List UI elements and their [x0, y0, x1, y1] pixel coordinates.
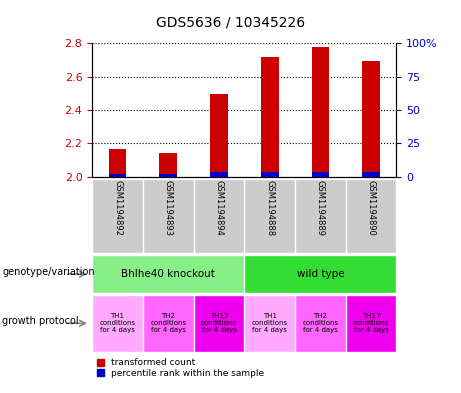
Text: wild type: wild type: [296, 269, 344, 279]
Text: genotype/variation: genotype/variation: [2, 267, 95, 277]
Text: GSM1194890: GSM1194890: [366, 180, 376, 236]
Text: TH17
conditions
for 4 days: TH17 conditions for 4 days: [353, 313, 389, 333]
Text: GSM1194893: GSM1194893: [164, 180, 173, 236]
Text: TH1
conditions
for 4 days: TH1 conditions for 4 days: [100, 313, 136, 333]
Bar: [261, 171, 278, 177]
Text: GSM1194889: GSM1194889: [316, 180, 325, 236]
Bar: [160, 174, 177, 177]
Text: GSM1194888: GSM1194888: [265, 180, 274, 237]
Bar: [312, 48, 329, 177]
Text: GSM1194892: GSM1194892: [113, 180, 122, 236]
Bar: [210, 171, 228, 177]
Bar: [210, 94, 228, 177]
Text: TH2
conditions
for 4 days: TH2 conditions for 4 days: [150, 313, 186, 333]
Bar: [109, 149, 126, 177]
Text: Bhlhe40 knockout: Bhlhe40 knockout: [121, 269, 215, 279]
Bar: [261, 57, 278, 177]
Text: TH2
conditions
for 4 days: TH2 conditions for 4 days: [302, 313, 338, 333]
Text: TH1
conditions
for 4 days: TH1 conditions for 4 days: [252, 313, 288, 333]
Text: GSM1194894: GSM1194894: [214, 180, 224, 236]
Bar: [109, 174, 126, 177]
Bar: [362, 61, 380, 177]
Text: GDS5636 / 10345226: GDS5636 / 10345226: [156, 16, 305, 30]
Bar: [160, 152, 177, 177]
Bar: [362, 171, 380, 177]
Text: growth protocol: growth protocol: [2, 316, 79, 326]
Bar: [312, 171, 329, 177]
Legend: transformed count, percentile rank within the sample: transformed count, percentile rank withi…: [97, 358, 264, 378]
Text: TH17
conditions
for 4 days: TH17 conditions for 4 days: [201, 313, 237, 333]
